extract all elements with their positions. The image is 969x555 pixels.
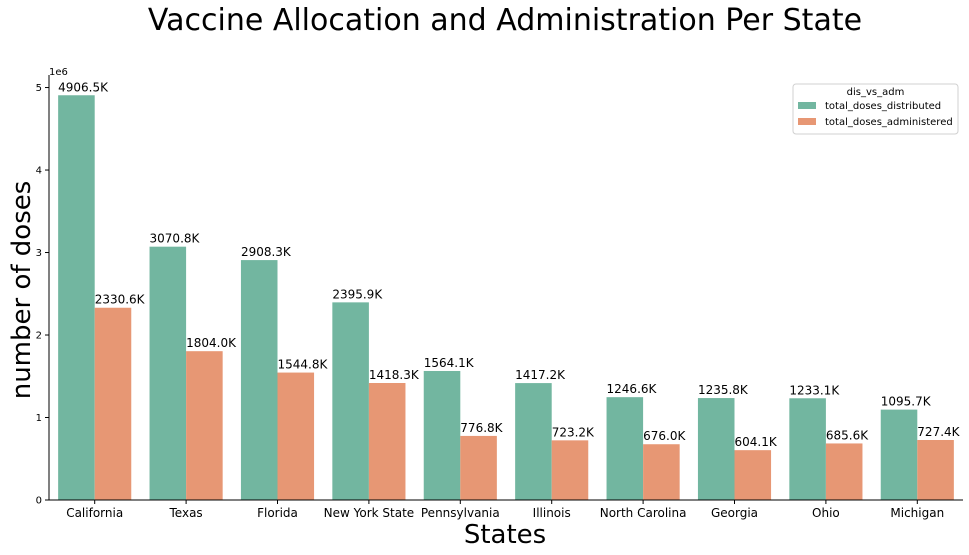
legend: dis_vs_adm total_doses_distributed total_d… [792, 83, 959, 135]
x-tick-label: Ohio [812, 506, 840, 520]
chart-title: Vaccine Allocation and Administration Pe… [148, 3, 862, 38]
data-label: 727.4K [917, 425, 960, 439]
x-tick-label: Michigan [890, 506, 944, 520]
data-label: 1235.8K [698, 383, 749, 397]
x-axis-label: States [464, 520, 546, 550]
bar-total_doses_distributed-0 [58, 95, 95, 501]
x-axis: California Texas Florida New York State Penn… [49, 499, 963, 520]
y-tick-label: 0 [36, 496, 42, 507]
y-axis-label: number of doses [7, 181, 37, 400]
bar-total_doses_distributed-5 [515, 383, 552, 500]
data-label: 1418.3K [369, 368, 420, 382]
y-offset-label: 1e6 [49, 67, 68, 78]
data-label: 604.1K [735, 435, 778, 449]
bar-total_doses_distributed-1 [149, 246, 187, 500]
data-label: 1804.0K [186, 336, 237, 350]
data-label: 776.8K [460, 421, 503, 435]
data-label: 1233.1K [789, 383, 840, 397]
bar-total_doses_administered-2 [277, 372, 315, 500]
bar-total_doses_administered-0 [94, 307, 132, 500]
data-label: 1246.6K [607, 382, 658, 396]
legend-entry: total_doses_distributed [825, 101, 941, 112]
data-label: 4906.5K [58, 80, 109, 94]
data-label: 1564.1K [424, 356, 475, 370]
x-tick-label: Illinois [533, 506, 571, 520]
bar-total_doses_distributed-3 [332, 302, 369, 500]
y-tick-label: 1 [36, 413, 42, 424]
x-tick-label: Pennsylvania [421, 506, 500, 520]
y-tick-label: 5 [36, 83, 42, 94]
data-label: 2908.3K [241, 245, 292, 259]
y-tick-label: 4 [36, 166, 42, 177]
bar-total_doses_distributed-9 [880, 409, 918, 500]
data-label: 1417.2K [515, 368, 566, 382]
data-label: 2330.6K [95, 293, 146, 307]
data-labels-layer: 4906.5K 3070.8K 2908.3K 2395.9K 1564.1K 1417.… [58, 80, 961, 449]
x-tick-label: Texas [169, 506, 203, 520]
bar-total_doses_administered-7 [734, 450, 772, 500]
x-tick-label: Florida [257, 506, 298, 520]
legend-frame [792, 83, 959, 135]
data-label: 685.6K [826, 428, 869, 442]
x-tick-label: California [66, 506, 123, 520]
x-tick-label: New York State [324, 506, 415, 520]
legend-swatch [798, 118, 816, 125]
x-tick-label: Georgia [711, 506, 758, 520]
data-label: 2395.9K [332, 287, 383, 301]
bar-total_doses_administered-8 [825, 443, 863, 500]
bar-total_doses_distributed-7 [697, 398, 735, 500]
data-label: 723.2K [552, 425, 595, 439]
legend-swatch [798, 102, 816, 109]
bar-total_doses_distributed-8 [789, 398, 826, 500]
x-tick-label: North Carolina [600, 506, 687, 520]
bar-total_doses_administered-5 [551, 440, 589, 500]
bar-total_doses_administered-6 [643, 444, 680, 500]
bar-total_doses_distributed-6 [606, 397, 644, 500]
y-tick-label: 3 [36, 248, 42, 259]
bar-total_doses_distributed-4 [423, 370, 461, 500]
y-axis: 0 1 2 3 4 5 [36, 75, 50, 507]
legend-title: dis_vs_adm [847, 87, 905, 98]
data-label: 1544.8K [278, 358, 329, 372]
bar-total_doses_administered-1 [186, 351, 223, 500]
bar-total_doses_administered-4 [460, 435, 497, 500]
bar-total_doses_administered-3 [368, 383, 406, 500]
y-tick-label: 2 [36, 331, 42, 342]
data-label: 1095.7K [881, 395, 932, 409]
data-label: 676.0K [643, 429, 686, 443]
bar-total_doses_distributed-2 [240, 260, 278, 500]
data-label: 3070.8K [150, 232, 201, 246]
legend-entry: total_doses_administered [825, 117, 953, 128]
bars-layer [58, 95, 954, 501]
bar-total_doses_administered-9 [917, 439, 954, 500]
